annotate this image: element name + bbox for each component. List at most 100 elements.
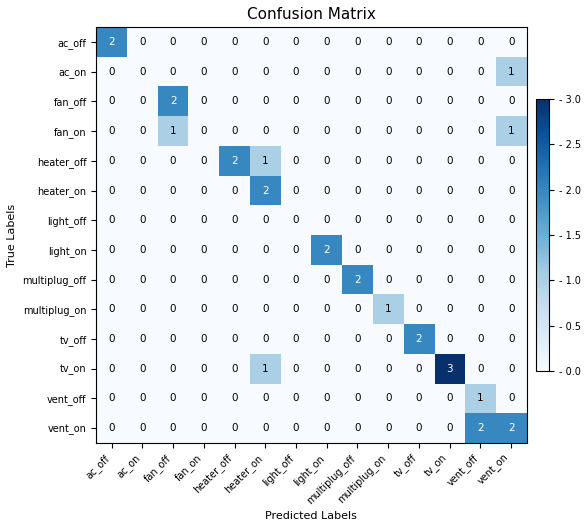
Text: 0: 0	[139, 37, 146, 47]
Text: 0: 0	[293, 185, 299, 195]
Text: 0: 0	[108, 275, 115, 285]
Text: 0: 0	[385, 67, 392, 77]
Text: 0: 0	[139, 364, 146, 374]
Text: 0: 0	[323, 364, 330, 374]
Text: 1: 1	[262, 364, 269, 374]
Text: 0: 0	[108, 97, 115, 107]
Text: 0: 0	[354, 37, 361, 47]
Text: 2: 2	[262, 185, 269, 195]
Text: 0: 0	[293, 275, 299, 285]
Text: 2: 2	[508, 423, 514, 433]
Text: 0: 0	[508, 364, 514, 374]
Text: 0: 0	[416, 215, 422, 225]
Text: 0: 0	[323, 423, 330, 433]
Text: 0: 0	[323, 156, 330, 166]
Text: 0: 0	[201, 304, 207, 314]
Text: 0: 0	[108, 67, 115, 77]
Text: 0: 0	[508, 97, 514, 107]
Text: 0: 0	[477, 37, 484, 47]
Text: 2: 2	[354, 275, 361, 285]
Text: 0: 0	[262, 215, 269, 225]
Text: 0: 0	[170, 245, 176, 255]
Text: 0: 0	[201, 67, 207, 77]
Text: 0: 0	[231, 185, 238, 195]
Text: 0: 0	[170, 393, 176, 403]
Text: 0: 0	[385, 97, 392, 107]
Text: 0: 0	[477, 304, 484, 314]
Text: 0: 0	[170, 334, 176, 344]
Text: 0: 0	[446, 393, 453, 403]
Text: 0: 0	[108, 185, 115, 195]
Text: 0: 0	[385, 364, 392, 374]
Text: 0: 0	[231, 245, 238, 255]
Text: 0: 0	[416, 185, 422, 195]
Text: 0: 0	[139, 215, 146, 225]
Text: 0: 0	[416, 304, 422, 314]
Text: 0: 0	[354, 364, 361, 374]
Text: 0: 0	[231, 97, 238, 107]
Text: 0: 0	[231, 126, 238, 136]
Text: 0: 0	[139, 245, 146, 255]
Text: 0: 0	[170, 67, 176, 77]
Text: 0: 0	[385, 275, 392, 285]
Text: 0: 0	[416, 393, 422, 403]
Text: 0: 0	[170, 156, 176, 166]
Text: 0: 0	[201, 364, 207, 374]
Text: 0: 0	[354, 304, 361, 314]
Text: 0: 0	[293, 37, 299, 47]
Text: 0: 0	[139, 423, 146, 433]
Text: 0: 0	[170, 185, 176, 195]
Text: 0: 0	[508, 334, 514, 344]
Text: 0: 0	[416, 423, 422, 433]
Text: 0: 0	[108, 245, 115, 255]
Text: 0: 0	[323, 67, 330, 77]
Text: 0: 0	[231, 364, 238, 374]
Text: 0: 0	[293, 67, 299, 77]
Text: 0: 0	[416, 126, 422, 136]
Text: 0: 0	[139, 334, 146, 344]
Text: 0: 0	[385, 156, 392, 166]
Text: 0: 0	[416, 275, 422, 285]
Text: 0: 0	[139, 185, 146, 195]
Text: 0: 0	[508, 37, 514, 47]
Text: 0: 0	[446, 215, 453, 225]
Text: 0: 0	[139, 156, 146, 166]
Text: 0: 0	[201, 423, 207, 433]
Text: 0: 0	[416, 97, 422, 107]
Text: 0: 0	[293, 334, 299, 344]
Text: 0: 0	[446, 304, 453, 314]
Text: 0: 0	[416, 156, 422, 166]
Text: 0: 0	[262, 304, 269, 314]
Text: 0: 0	[139, 304, 146, 314]
Text: 0: 0	[231, 334, 238, 344]
Text: 0: 0	[354, 67, 361, 77]
Text: 0: 0	[231, 423, 238, 433]
Text: 0: 0	[354, 185, 361, 195]
Text: 0: 0	[354, 126, 361, 136]
Text: 0: 0	[170, 423, 176, 433]
Text: 0: 0	[354, 215, 361, 225]
Text: 0: 0	[323, 304, 330, 314]
Text: 3: 3	[446, 364, 453, 374]
X-axis label: Predicted Labels: Predicted Labels	[265, 511, 358, 521]
Text: 0: 0	[385, 334, 392, 344]
Text: 0: 0	[477, 97, 484, 107]
Text: 0: 0	[446, 185, 453, 195]
Text: 0: 0	[477, 245, 484, 255]
Text: 0: 0	[139, 126, 146, 136]
Text: 0: 0	[293, 97, 299, 107]
Text: 0: 0	[170, 37, 176, 47]
Text: 0: 0	[385, 245, 392, 255]
Text: 0: 0	[201, 393, 207, 403]
Text: 0: 0	[446, 97, 453, 107]
Text: 0: 0	[446, 423, 453, 433]
Text: 0: 0	[201, 275, 207, 285]
Text: 2: 2	[477, 423, 484, 433]
Text: 0: 0	[108, 364, 115, 374]
Text: 0: 0	[293, 364, 299, 374]
Text: 0: 0	[139, 275, 146, 285]
Text: 0: 0	[262, 334, 269, 344]
Text: 0: 0	[416, 245, 422, 255]
Text: 0: 0	[262, 67, 269, 77]
Text: 0: 0	[201, 334, 207, 344]
